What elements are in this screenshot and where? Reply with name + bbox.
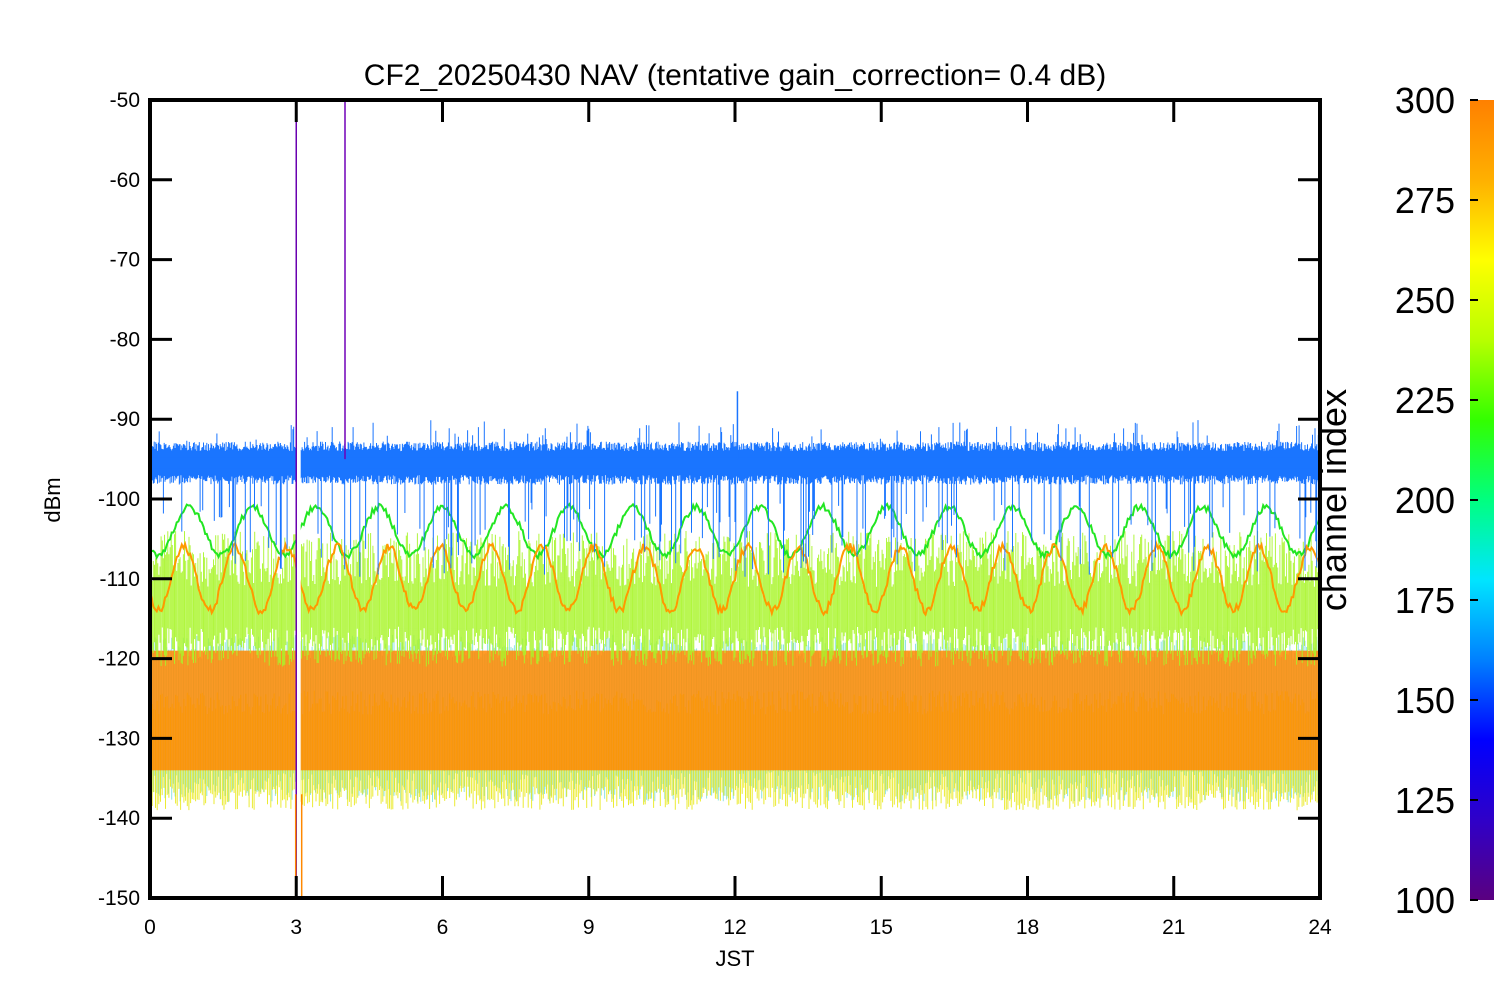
y-tick-label: -150 <box>98 887 140 910</box>
y-axis: -50 -60 -70 -80 -90 -100 -110 -120 -130 -140 -150 <box>98 89 1320 910</box>
y-tick-label: -120 <box>98 648 140 671</box>
colorbar-tick-label: 200 <box>1395 480 1455 521</box>
series-blue-band <box>150 420 1320 577</box>
y-axis-label: dBm <box>40 477 65 522</box>
y-tick-label: -90 <box>110 408 140 431</box>
x-tick-label: 0 <box>144 916 156 939</box>
chart-title: CF2_20250430 NAV (tentative gain_correct… <box>364 59 1106 92</box>
x-axis: 0 3 6 9 12 15 18 21 24 <box>144 100 1332 939</box>
y-tick-label: -70 <box>110 249 140 272</box>
colorbar: 300 275 250 225 200 175 150 125 100 channel inde… <box>1313 80 1494 921</box>
x-tick-label: 24 <box>1308 916 1332 939</box>
y-tick-label: -130 <box>98 727 140 750</box>
colorbar-tick-label: 100 <box>1395 880 1455 921</box>
data-gap <box>296 100 301 898</box>
x-tick-label: 21 <box>1162 916 1185 939</box>
colorbar-tick-label: 300 <box>1395 80 1455 121</box>
y-tick-label: -50 <box>110 89 140 112</box>
y-tick-label: -80 <box>110 328 140 351</box>
plot-data-area <box>150 100 1320 898</box>
y-tick-label: -60 <box>110 169 140 192</box>
series-blue-band-core <box>150 457 1320 469</box>
x-tick-label: 3 <box>290 916 302 939</box>
x-tick-label: 18 <box>1016 916 1039 939</box>
colorbar-tick-label: 225 <box>1395 380 1455 421</box>
colorbar-tick-label: 275 <box>1395 180 1455 221</box>
colorbar-label: channel index <box>1313 389 1354 611</box>
colorbar-tick-label: 175 <box>1395 580 1455 621</box>
x-tick-label: 6 <box>437 916 449 939</box>
colorbar-tick-label: 125 <box>1395 780 1455 821</box>
series-orange-dense-band <box>150 650 1320 771</box>
y-tick-label: -140 <box>98 807 140 830</box>
x-tick-label: 12 <box>723 916 746 939</box>
colorbar-tick-label: 150 <box>1395 680 1455 721</box>
y-tick-label: -110 <box>100 568 140 591</box>
y-tick-label: -100 <box>98 488 140 511</box>
x-axis-label: JST <box>715 946 754 971</box>
colorbar-tick-label: 250 <box>1395 280 1455 321</box>
series-green-yellow-band <box>150 531 1320 667</box>
x-tick-label: 15 <box>870 916 893 939</box>
x-tick-label: 9 <box>583 916 595 939</box>
